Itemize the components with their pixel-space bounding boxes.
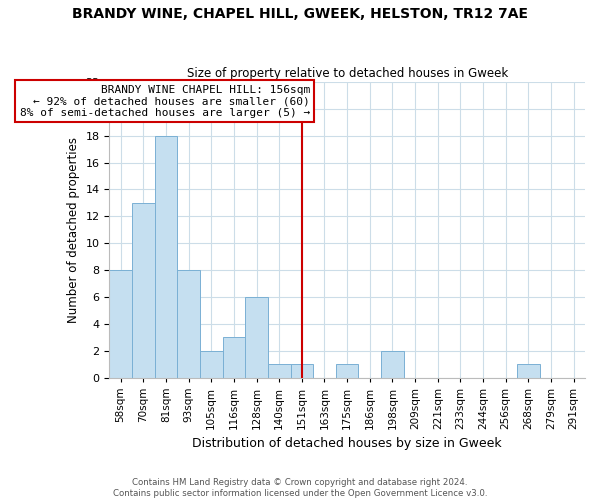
Bar bbox=[177, 270, 200, 378]
Bar bbox=[132, 203, 155, 378]
Bar bbox=[109, 270, 132, 378]
Text: BRANDY WINE CHAPEL HILL: 156sqm
← 92% of detached houses are smaller (60)
8% of : BRANDY WINE CHAPEL HILL: 156sqm ← 92% of… bbox=[20, 84, 310, 118]
Bar bbox=[290, 364, 313, 378]
Bar bbox=[336, 364, 358, 378]
Bar bbox=[200, 350, 223, 378]
Bar bbox=[381, 350, 404, 378]
Text: Contains HM Land Registry data © Crown copyright and database right 2024.
Contai: Contains HM Land Registry data © Crown c… bbox=[113, 478, 487, 498]
Y-axis label: Number of detached properties: Number of detached properties bbox=[67, 137, 80, 323]
Bar bbox=[223, 337, 245, 378]
Bar bbox=[245, 297, 268, 378]
Text: BRANDY WINE, CHAPEL HILL, GWEEK, HELSTON, TR12 7AE: BRANDY WINE, CHAPEL HILL, GWEEK, HELSTON… bbox=[72, 8, 528, 22]
Bar bbox=[268, 364, 290, 378]
X-axis label: Distribution of detached houses by size in Gweek: Distribution of detached houses by size … bbox=[193, 437, 502, 450]
Bar bbox=[517, 364, 539, 378]
Title: Size of property relative to detached houses in Gweek: Size of property relative to detached ho… bbox=[187, 66, 508, 80]
Bar bbox=[155, 136, 177, 378]
